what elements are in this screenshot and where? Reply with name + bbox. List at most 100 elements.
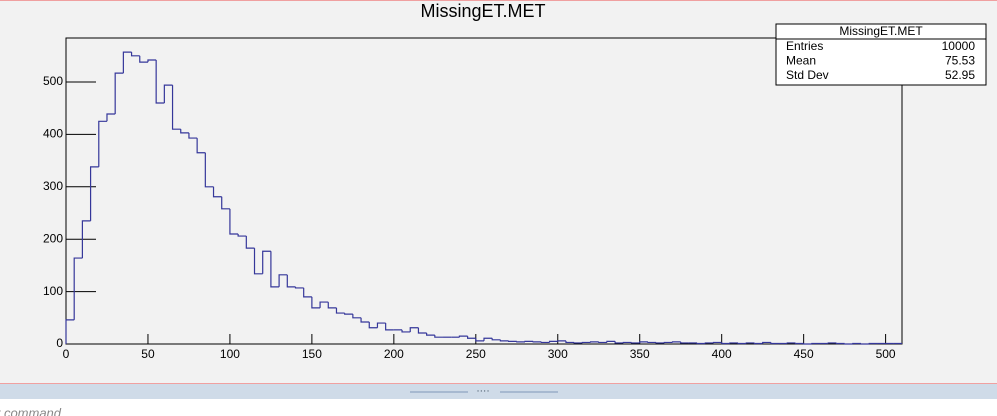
histogram-bin — [671, 341, 681, 343]
histogram-bin — [704, 342, 714, 344]
histogram-bin — [630, 342, 640, 344]
histogram-bin — [360, 317, 370, 323]
histogram-bin — [106, 113, 116, 122]
stats-title: MissingET.MET — [839, 24, 923, 38]
histogram-bin — [409, 327, 419, 332]
histogram-bin — [622, 341, 632, 344]
histogram-bin — [614, 341, 624, 344]
histogram-bin — [311, 296, 321, 309]
histogram-bin — [680, 341, 689, 344]
x-tick-label: 100 — [220, 347, 240, 361]
histogram-bin — [868, 342, 878, 345]
histogram-bin — [548, 340, 558, 343]
x-tick-label: 250 — [466, 347, 486, 361]
histogram-bin — [270, 251, 280, 288]
y-tick-label: 500 — [43, 74, 63, 88]
histogram-bin — [204, 152, 214, 188]
y-tick-label: 300 — [43, 179, 63, 193]
histogram-bin — [491, 338, 501, 341]
histogram-bin — [589, 341, 599, 343]
histogram-bin — [712, 341, 722, 344]
histogram-bin — [663, 341, 673, 344]
histogram-bin — [180, 129, 189, 134]
histogram-bin — [696, 342, 706, 345]
histogram-bin — [278, 274, 288, 287]
y-tick-label: 400 — [43, 127, 63, 141]
histogram-bin — [335, 307, 345, 314]
histogram-bin — [294, 286, 304, 289]
x-tick-label: 400 — [712, 347, 732, 361]
histogram-bin — [253, 248, 263, 275]
histogram-bin — [139, 55, 148, 63]
histogram-bin — [721, 342, 730, 345]
x-tick-label: 500 — [876, 347, 896, 361]
histogram-bin — [212, 186, 222, 198]
stats-box — [775, 23, 987, 86]
histogram-bin — [835, 342, 845, 345]
histogram-bin — [745, 342, 755, 344]
chart-title: MissingET.MET — [420, 1, 545, 21]
stats-label: Entries — [786, 39, 823, 53]
x-tick-label: 200 — [384, 347, 404, 361]
histogram-bin — [647, 341, 657, 344]
histogram-bin — [516, 341, 525, 343]
histogram-bin — [89, 166, 99, 221]
histogram-bin — [163, 84, 173, 103]
histogram-bin — [639, 341, 648, 343]
x-tick-label: 50 — [141, 347, 155, 361]
y-tick-label: 100 — [43, 284, 63, 298]
histogram-bin — [229, 208, 239, 235]
histogram-bin — [196, 138, 206, 154]
histogram-bin — [65, 319, 75, 344]
histogram-bin — [458, 335, 468, 338]
histogram-bin — [114, 72, 124, 114]
histogram-bin — [860, 343, 870, 345]
histogram-bin — [499, 339, 509, 342]
histogram-bin — [434, 335, 444, 338]
histogram-bin — [770, 342, 780, 345]
x-tick-label: 300 — [548, 347, 568, 361]
histogram-bin — [844, 343, 853, 345]
histogram-bin — [581, 341, 591, 344]
splitter-bar[interactable] — [0, 384, 997, 399]
histogram-bin — [368, 321, 378, 329]
histogram-bin — [122, 51, 132, 74]
command-hint[interactable]: r command — [0, 405, 62, 416]
histogram-bin — [852, 342, 862, 345]
histogram-bin — [753, 342, 763, 345]
stats-value: 75.53 — [945, 54, 975, 68]
histogram-bin — [147, 59, 157, 63]
histogram-bin — [221, 196, 230, 210]
histogram-bin — [327, 302, 337, 309]
histogram-bin — [524, 340, 534, 342]
histogram-bin — [737, 342, 747, 345]
histogram-bin — [401, 329, 411, 333]
histogram-bin — [557, 340, 566, 342]
histogram-bin — [171, 85, 181, 130]
histogram-bin — [319, 301, 329, 308]
stats-label: Mean — [786, 54, 816, 68]
histogram-bin — [606, 340, 616, 343]
histogram-bin — [262, 250, 271, 274]
stats-value: 52.95 — [945, 68, 975, 82]
y-tick-label: 200 — [43, 231, 63, 245]
histogram-bin — [352, 314, 362, 319]
histogram-bin — [467, 336, 476, 339]
histogram-bin — [475, 338, 484, 342]
x-tick-label: 150 — [302, 347, 322, 361]
histogram-bin — [655, 342, 665, 344]
histogram-bin — [483, 337, 493, 341]
histogram-bin — [573, 342, 583, 344]
histogram-bin — [385, 323, 394, 331]
histogram-bin — [376, 322, 386, 328]
splitter-dots: ···· — [476, 386, 489, 397]
x-tick-label: 450 — [794, 347, 814, 361]
histogram-bin — [786, 342, 796, 344]
histogram-bin — [73, 257, 83, 320]
histogram-bin — [155, 60, 165, 104]
histogram-bin — [98, 120, 107, 167]
histogram-bin — [237, 233, 247, 237]
histogram-bin — [565, 340, 575, 344]
